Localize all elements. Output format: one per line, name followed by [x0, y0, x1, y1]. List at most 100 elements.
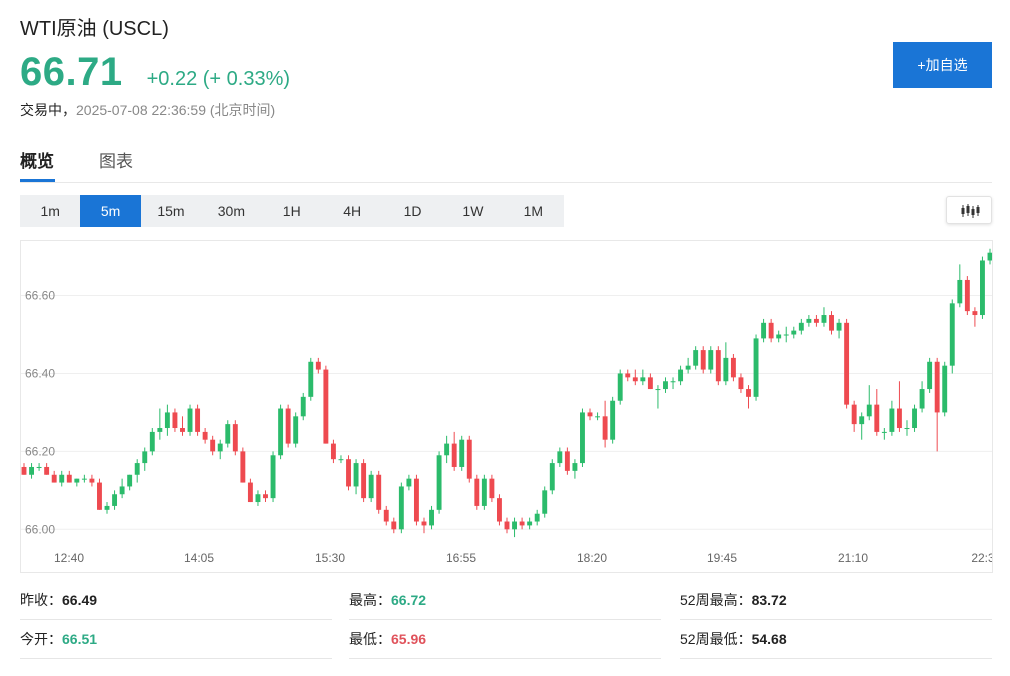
candle-body	[572, 463, 578, 471]
candle-body	[270, 455, 276, 499]
candle-body	[134, 463, 140, 475]
candle-body	[602, 416, 608, 440]
candle-body	[391, 521, 397, 530]
candle-body	[542, 490, 548, 514]
trading-state: 交易中，	[20, 102, 76, 118]
stat-value: 66.49	[62, 592, 98, 608]
candle-body	[806, 318, 812, 323]
tab-overview[interactable]: 概览	[20, 152, 54, 171]
interval-4h[interactable]: 4H	[343, 203, 362, 219]
candle-body	[247, 482, 253, 503]
price-change: +0.22 (+ 0.33%)	[146, 68, 291, 90]
candle-body	[549, 463, 555, 491]
stat-value: 54.68	[751, 631, 787, 647]
stat-label: 最高：	[349, 592, 391, 608]
stat-high: 最高：66.72	[349, 582, 661, 620]
y-tick-label: 66.40	[25, 366, 55, 380]
y-tick-label: 66.20	[25, 444, 55, 458]
candle-body	[678, 369, 684, 382]
candle-body	[459, 439, 465, 467]
interval-1d[interactable]: 1D	[403, 203, 422, 219]
candlestick-chart: 66.00 66.20 66.40 66.60 12:40 14:05 15:30 16:55…	[21, 248, 993, 565]
candle-body	[112, 494, 118, 506]
stat-label: 最低：	[349, 631, 391, 647]
candle-body	[413, 478, 419, 522]
tab-chart[interactable]: 图表	[99, 152, 133, 171]
candle-body	[202, 431, 208, 440]
candle-body	[376, 474, 382, 510]
candle-body	[361, 463, 367, 499]
candle-body	[881, 431, 887, 433]
candle-body	[44, 466, 50, 475]
candle-body	[36, 466, 42, 468]
candle-body	[104, 505, 110, 510]
interval-selector: 1m 5m 15m 30m 1H 4H 1D 1W 1M	[20, 195, 564, 227]
x-tick-label: 19:45	[707, 551, 737, 565]
x-tick-label: 22:3	[971, 551, 993, 565]
candle-body	[285, 408, 291, 444]
candle-body	[164, 412, 170, 429]
candle-body	[293, 416, 299, 444]
candle-body	[195, 408, 201, 432]
candle-body	[142, 451, 148, 464]
x-tick-label: 18:20	[577, 551, 607, 565]
active-tab-indicator	[20, 179, 55, 182]
candle-body	[398, 486, 404, 530]
candle-body	[255, 494, 261, 503]
candle-body	[564, 451, 570, 471]
x-tick-label: 21:10	[838, 551, 868, 565]
candle-body	[730, 357, 736, 378]
candle-body	[263, 494, 268, 499]
candle-body	[715, 350, 721, 382]
stat-52w-high: 52周最高：83.72	[680, 582, 992, 620]
candle-body	[663, 381, 668, 390]
candle-body	[866, 404, 872, 417]
candle-body	[29, 466, 34, 475]
stat-value: 83.72	[751, 592, 787, 608]
candle-body	[791, 330, 797, 335]
candle-body	[330, 443, 336, 460]
candle-body	[300, 396, 306, 417]
price-chart[interactable]: 66.00 66.20 66.40 66.60 12:40 14:05 15:30 16:55…	[20, 240, 993, 573]
candle-body	[534, 513, 540, 522]
candle-body	[746, 389, 751, 397]
stat-value: 66.51	[62, 631, 98, 647]
instrument-title: WTI原油 (USCL)	[20, 18, 169, 40]
candle-body	[172, 412, 178, 429]
candle-body	[497, 498, 502, 522]
candle-body	[210, 439, 216, 452]
candle-body	[346, 459, 351, 487]
candle-body	[323, 369, 329, 444]
stat-low: 最低：65.96	[349, 621, 661, 659]
candle-body	[557, 451, 563, 464]
candle-body	[972, 311, 978, 316]
candle-body	[610, 400, 616, 440]
candle-body	[912, 408, 917, 429]
candle-body	[798, 322, 804, 331]
interval-1mo[interactable]: 1M	[523, 203, 544, 219]
interval-5m[interactable]: 5m	[80, 195, 141, 227]
candle-body	[338, 459, 344, 461]
candle-body	[851, 404, 857, 425]
interval-1h[interactable]: 1H	[282, 203, 301, 219]
candle-body	[436, 455, 442, 510]
candle-body	[451, 443, 457, 467]
chart-type-button[interactable]	[946, 196, 992, 224]
candle-body	[368, 474, 374, 499]
interval-1w[interactable]: 1W	[462, 203, 484, 219]
interval-30m[interactable]: 30m	[217, 203, 245, 219]
candle-body	[632, 377, 638, 382]
candle-body	[595, 416, 601, 418]
candle-body	[217, 443, 223, 452]
x-tick-label: 16:55	[446, 551, 476, 565]
stat-value: 65.96	[391, 631, 427, 647]
stat-label: 52周最高：	[680, 592, 752, 608]
candle-body	[980, 260, 985, 316]
candle-body	[783, 334, 789, 336]
candle-body	[187, 408, 193, 432]
add-to-watchlist-button[interactable]: +加自选	[893, 42, 992, 88]
interval-15m[interactable]: 15m	[157, 203, 185, 219]
stat-open: 今开：66.51	[20, 621, 332, 659]
candle-body	[66, 474, 72, 483]
interval-1m[interactable]: 1m	[40, 203, 60, 219]
